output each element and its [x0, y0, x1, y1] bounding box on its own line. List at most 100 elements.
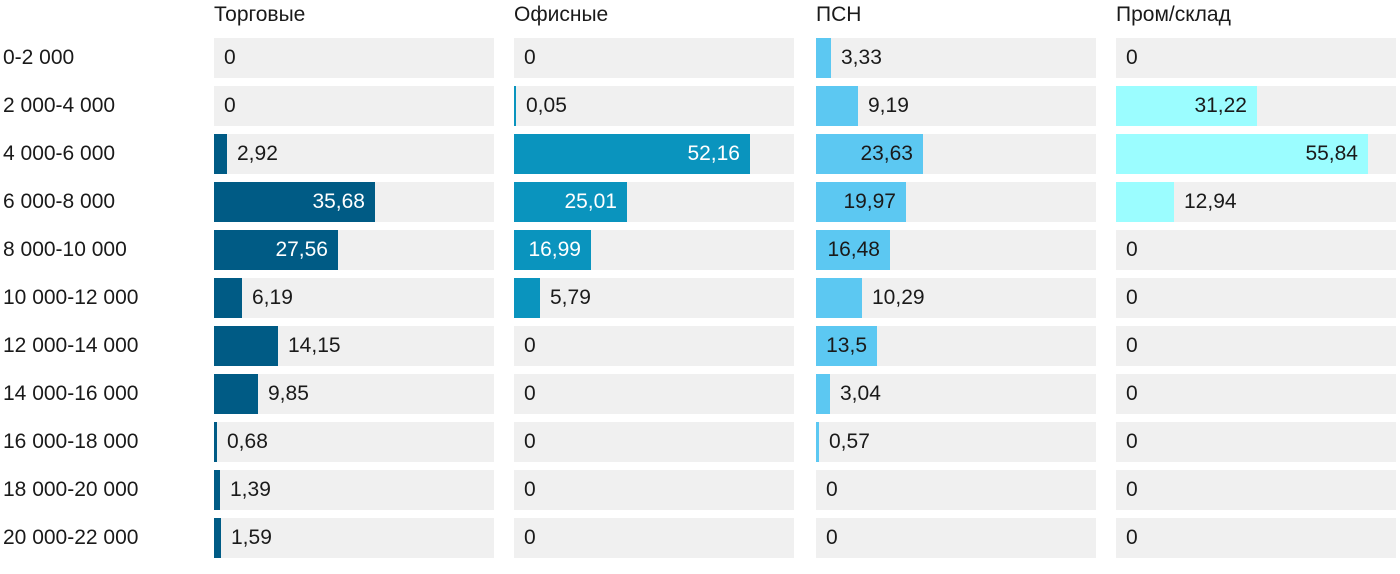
data-label: 9,85 — [268, 382, 309, 405]
bar — [214, 518, 221, 558]
bar-track: 23,63 — [816, 134, 1096, 174]
bar-track: 0 — [514, 374, 794, 414]
data-label: 0 — [826, 478, 838, 501]
data-label: 0 — [1126, 238, 1138, 261]
bar-track: 10,29 — [816, 278, 1096, 318]
bar — [214, 422, 217, 462]
data-label: 13,5 — [826, 334, 867, 357]
data-label: 9,19 — [868, 94, 909, 117]
bar-track: 0 — [514, 38, 794, 78]
bar-track: 0 — [1116, 422, 1396, 462]
bar-track: 0 — [514, 326, 794, 366]
bar-track: 14,15 — [214, 326, 494, 366]
bar-track: 0 — [1116, 470, 1396, 510]
data-label: 1,59 — [231, 526, 272, 549]
bar-track: 0,05 — [514, 86, 794, 126]
row-label: 8 000-10 000 — [3, 238, 127, 261]
bar — [816, 374, 830, 414]
bar — [214, 134, 227, 174]
data-label: 0 — [1126, 478, 1138, 501]
data-label: 16,99 — [528, 238, 581, 261]
data-label: 35,68 — [312, 190, 365, 213]
data-label: 0 — [524, 334, 536, 357]
bar — [514, 86, 516, 126]
data-label: 0 — [524, 382, 536, 405]
bar-track: 5,79 — [514, 278, 794, 318]
data-label: 0 — [224, 46, 236, 69]
bar — [214, 230, 338, 270]
bar — [514, 134, 750, 174]
data-label: 55,84 — [1305, 142, 1358, 165]
row-label: 16 000-18 000 — [3, 430, 139, 453]
data-label: 0 — [524, 526, 536, 549]
bar-track: 35,68 — [214, 182, 494, 222]
bar-track: 25,01 — [514, 182, 794, 222]
row-label: 4 000-6 000 — [3, 142, 116, 165]
bar-track: 6,19 — [214, 278, 494, 318]
bar-track: 52,16 — [514, 134, 794, 174]
bar-track: 19,97 — [816, 182, 1096, 222]
row-label: 14 000-16 000 — [3, 382, 139, 405]
bar-track: 0 — [1116, 230, 1396, 270]
bar-track: 0 — [816, 470, 1096, 510]
data-label: 0 — [1126, 430, 1138, 453]
bar-track: 31,22 — [1116, 86, 1396, 126]
bar-track: 1,59 — [214, 518, 494, 558]
bar-track: 0 — [214, 38, 494, 78]
data-label: 23,63 — [860, 142, 913, 165]
data-label: 0 — [1126, 526, 1138, 549]
row-label: 20 000-22 000 — [3, 526, 139, 549]
data-label: 0 — [224, 94, 236, 117]
data-label: 10,29 — [872, 286, 925, 309]
bar-track: 27,56 — [214, 230, 494, 270]
data-label: 16,48 — [827, 238, 880, 261]
data-label: 0 — [826, 526, 838, 549]
bar — [514, 182, 627, 222]
bar — [514, 230, 591, 270]
bar-track: 9,85 — [214, 374, 494, 414]
bar — [816, 86, 858, 126]
bar-track: 0,57 — [816, 422, 1096, 462]
row-label: 6 000-8 000 — [3, 190, 116, 213]
bar-track: 9,19 — [816, 86, 1096, 126]
bar — [214, 326, 278, 366]
data-label: 3,04 — [840, 382, 881, 405]
bar-track: 55,84 — [1116, 134, 1396, 174]
data-label: 0 — [1126, 382, 1138, 405]
bar-track: 12,94 — [1116, 182, 1396, 222]
series-title: Пром/склад — [1116, 3, 1231, 26]
bar-track: 3,04 — [816, 374, 1096, 414]
row-label: 0-2 000 — [3, 46, 75, 69]
data-label: 52,16 — [687, 142, 740, 165]
data-label: 31,22 — [1194, 94, 1247, 117]
bar-track: 0 — [514, 470, 794, 510]
data-label: 0,05 — [526, 94, 567, 117]
bar — [1116, 182, 1174, 222]
data-label: 0 — [524, 46, 536, 69]
bar-track: 0 — [214, 86, 494, 126]
bar — [816, 422, 819, 462]
bar-track: 0 — [1116, 278, 1396, 318]
bar — [1116, 134, 1368, 174]
bar-track: 0 — [514, 422, 794, 462]
data-label: 12,94 — [1184, 190, 1237, 213]
bar — [816, 278, 862, 318]
row-label: 18 000-20 000 — [3, 478, 139, 501]
bar — [1116, 86, 1257, 126]
bar-track: 16,48 — [816, 230, 1096, 270]
data-label: 14,15 — [288, 334, 341, 357]
data-label: 19,97 — [843, 190, 896, 213]
bar — [816, 182, 906, 222]
data-label: 27,56 — [275, 238, 328, 261]
data-label: 1,39 — [230, 478, 271, 501]
bar-track: 0 — [1116, 38, 1396, 78]
data-label: 0 — [1126, 334, 1138, 357]
data-label: 25,01 — [564, 190, 617, 213]
series-title: Торговые — [214, 3, 306, 26]
data-label: 0 — [524, 430, 536, 453]
data-label: 0 — [1126, 286, 1138, 309]
data-label: 0,68 — [227, 430, 268, 453]
bar — [816, 326, 877, 366]
bar — [514, 278, 540, 318]
